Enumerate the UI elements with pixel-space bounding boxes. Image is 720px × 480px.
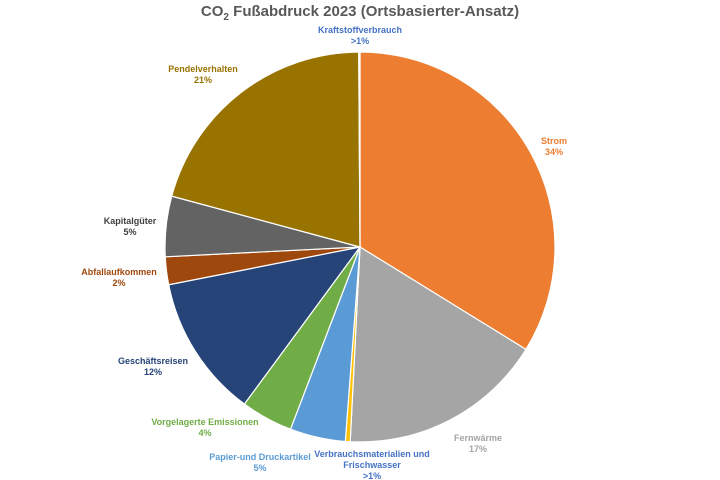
- slice-label-0: Strom 34%: [541, 136, 567, 157]
- chart-title: CO2 Fußabdruck 2023 (Ortsbasierter-Ansat…: [201, 3, 519, 23]
- slice-label-9: Kraftstoffverbrauch >1%: [318, 25, 402, 46]
- slice-label-4: Vorgelagerte Emissionen 4%: [151, 417, 258, 438]
- pie-slice-0: [359, 51, 556, 351]
- slice-label-3: Papier-und Druckartikel 5%: [209, 452, 311, 473]
- pie-slices: [164, 51, 556, 443]
- pie-slice-1: [349, 245, 527, 443]
- slice-label-1: Fernwärme 17%: [454, 433, 502, 454]
- slice-label-7: Kapitalgüter 5%: [104, 216, 157, 237]
- slice-label-8: Pendelverhalten 21%: [168, 64, 238, 85]
- pie-labels: Strom 34% Fernwärme 17% Verbrauchsmaterialie…: [81, 25, 567, 480]
- slice-label-2: Verbrauchsmaterialien und Frischwasser >1%: [314, 449, 430, 480]
- slice-label-5: Geschäftsreisen 12%: [118, 356, 188, 377]
- pie-slice-9: [358, 51, 361, 248]
- slice-label-6: Abfallaufkommen 2%: [81, 267, 157, 288]
- pie-slice-5: [167, 246, 362, 405]
- pie-slice-8: [171, 51, 361, 248]
